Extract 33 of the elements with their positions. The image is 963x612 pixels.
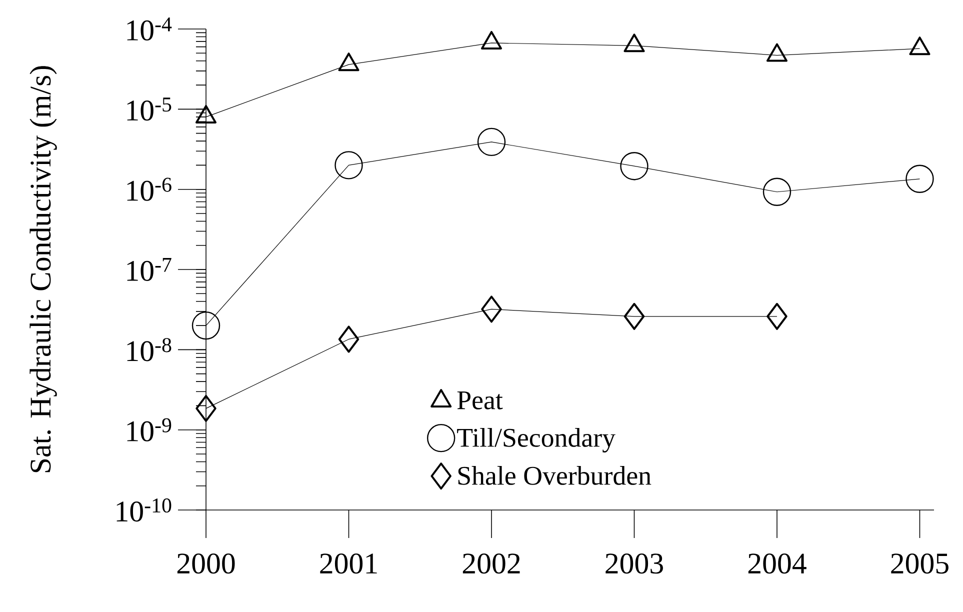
point — [338, 52, 360, 72]
x-tick-label: 2002 — [462, 554, 520, 574]
point — [766, 43, 788, 62]
y-tick-label: 10$^{-6}$ — [127, 178, 172, 201]
y-tick-label: 10$^{-10}$ — [116, 498, 172, 522]
x-tick-label: 2004 — [748, 554, 806, 574]
y-tick-label: 10$^{-5}$ — [127, 98, 172, 121]
x-tick-label: 2005 — [891, 554, 948, 574]
x-tick-label: 2000 — [177, 554, 235, 574]
point — [762, 178, 792, 206]
point — [766, 302, 788, 330]
y-tick-label: 10$^{-7}$ — [127, 258, 172, 282]
point — [906, 164, 934, 193]
legend-label: Shale Overburden — [458, 466, 652, 485]
point — [338, 326, 360, 353]
legend-label: Till/Secondary — [457, 428, 616, 452]
legend-label: Peat — [457, 391, 503, 410]
point — [624, 302, 645, 330]
y-tick-label: 10$^{-9}$ — [127, 418, 172, 442]
y-axis-title: Sat. Hydraulic Conductivity (m/s) — [30, 66, 57, 472]
point — [620, 152, 648, 180]
point — [624, 34, 645, 52]
y-tick-label: 10$^{-8}$ — [127, 338, 172, 362]
x-tick-label: 2003 — [606, 554, 663, 574]
point — [480, 30, 502, 50]
point — [909, 36, 930, 56]
point — [196, 394, 216, 422]
y-tick-label: 10$^{-4}$ — [127, 17, 172, 41]
point — [195, 104, 217, 124]
x-tick-label: 2001 — [320, 554, 377, 574]
point — [192, 311, 220, 340]
point — [481, 296, 502, 323]
point — [334, 151, 363, 180]
